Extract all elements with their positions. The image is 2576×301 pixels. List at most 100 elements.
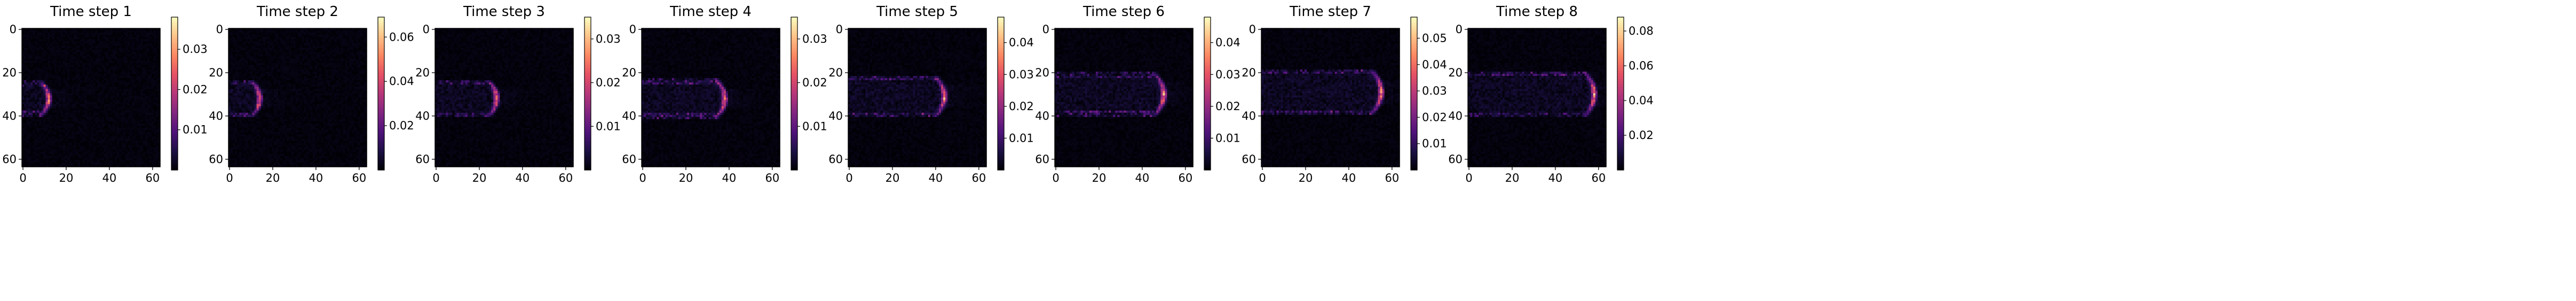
heatmap-cell (35, 45, 37, 49)
heatmap-cell (132, 162, 135, 165)
heatmap-cell (95, 39, 98, 42)
heatmap-cell (258, 28, 262, 31)
heatmap-cell (39, 93, 42, 96)
heatmap-cell (157, 82, 161, 85)
heatmap-cell (145, 112, 148, 115)
heatmap-cell (33, 119, 35, 122)
heatmap-cell (136, 134, 139, 137)
heatmap-cell (364, 30, 367, 33)
heatmap-cell (119, 84, 122, 87)
heatmap-cell (145, 114, 148, 118)
heatmap-cell (54, 35, 57, 37)
heatmap-cell (151, 37, 154, 40)
heatmap-cell (97, 110, 100, 113)
heatmap-cell (138, 156, 141, 159)
heatmap-cell (54, 43, 57, 46)
heatmap-cell (328, 39, 330, 42)
heatmap-cell (112, 110, 115, 113)
heatmap-cell (86, 54, 90, 57)
heatmap-cell (334, 28, 337, 31)
heatmap-cell (58, 138, 61, 142)
heatmap-cell (62, 52, 66, 55)
heatmap-cell (56, 149, 59, 152)
heatmap-cell (136, 156, 139, 159)
heatmap-cell (143, 67, 146, 70)
heatmap-cell (30, 60, 33, 64)
heatmap-cell (99, 136, 102, 139)
heatmap-cell (106, 54, 109, 57)
heatmap-cell (30, 102, 33, 105)
heatmap-cell (33, 108, 35, 111)
heatmap-cell (110, 28, 113, 31)
heatmap-cell (33, 63, 35, 66)
heatmap-cell (78, 95, 81, 98)
heatmap-cell (80, 43, 83, 46)
heatmap-cell (82, 67, 85, 70)
heatmap-cell (147, 52, 150, 55)
heatmap-cell (101, 97, 105, 101)
heatmap-cell (364, 28, 367, 31)
heatmap-cell (101, 106, 105, 109)
heatmap-cell (99, 67, 102, 70)
heatmap-cell (106, 149, 109, 152)
heatmap-cell (252, 41, 255, 44)
heatmap-cell (45, 147, 49, 150)
heatmap-cell (69, 134, 72, 137)
heatmap-cell (78, 82, 81, 85)
heatmap-cell (101, 114, 105, 118)
heatmap-cell (52, 117, 55, 120)
heatmap-cell (157, 76, 161, 79)
heatmap-cell (43, 37, 46, 40)
heatmap-cell (140, 134, 144, 137)
heatmap-cell (110, 69, 113, 72)
heatmap-cell (58, 73, 61, 76)
heatmap-cell (82, 48, 85, 51)
heatmap-cell (271, 37, 274, 40)
heatmap-cell (99, 124, 102, 126)
heatmap-cell (91, 164, 94, 167)
heatmap-cell (121, 82, 124, 85)
heatmap-cell (119, 28, 122, 31)
heatmap-cell (115, 73, 117, 76)
heatmap-cell (60, 124, 64, 126)
colorbar-segment (171, 162, 178, 166)
heatmap-cell (287, 33, 289, 35)
heatmap-cell (112, 156, 115, 159)
heatmap-cell (28, 158, 31, 161)
heatmap-cell (39, 130, 42, 133)
heatmap-cell (302, 28, 305, 31)
heatmap-cell (39, 104, 42, 107)
heatmap-cell (123, 136, 126, 139)
heatmap-cell (138, 117, 141, 120)
heatmap-cell (108, 160, 111, 163)
heatmap-cell (143, 45, 146, 49)
heatmap-cell (121, 35, 124, 37)
heatmap-cell (50, 89, 53, 91)
heatmap-cell (35, 52, 37, 55)
heatmap-cell (106, 52, 109, 55)
heatmap-cell (117, 80, 120, 83)
heatmap-cell (231, 48, 233, 51)
heatmap-cell (117, 73, 120, 76)
heatmap-cell (76, 97, 78, 101)
heatmap-cell (332, 35, 335, 37)
heatmap-cell (22, 114, 25, 118)
heatmap-cell (125, 45, 128, 49)
heatmap-cell (115, 136, 117, 139)
heatmap-cell (54, 56, 57, 59)
heatmap-cell (258, 35, 262, 37)
heatmap-cell (132, 156, 135, 159)
heatmap-cell (33, 89, 35, 91)
heatmap-cell (65, 56, 68, 59)
heatmap-cell (121, 69, 124, 72)
heatmap-cell (157, 130, 161, 133)
heatmap-cell (37, 71, 39, 74)
heatmap-cell (58, 134, 61, 137)
heatmap-cell (93, 33, 96, 35)
heatmap-cell (110, 52, 113, 55)
heatmap-cell (48, 82, 51, 85)
heatmap-cell (37, 33, 39, 35)
heatmap-cell (74, 37, 76, 40)
heatmap-cell (297, 41, 301, 44)
heatmap-cell (37, 158, 39, 161)
